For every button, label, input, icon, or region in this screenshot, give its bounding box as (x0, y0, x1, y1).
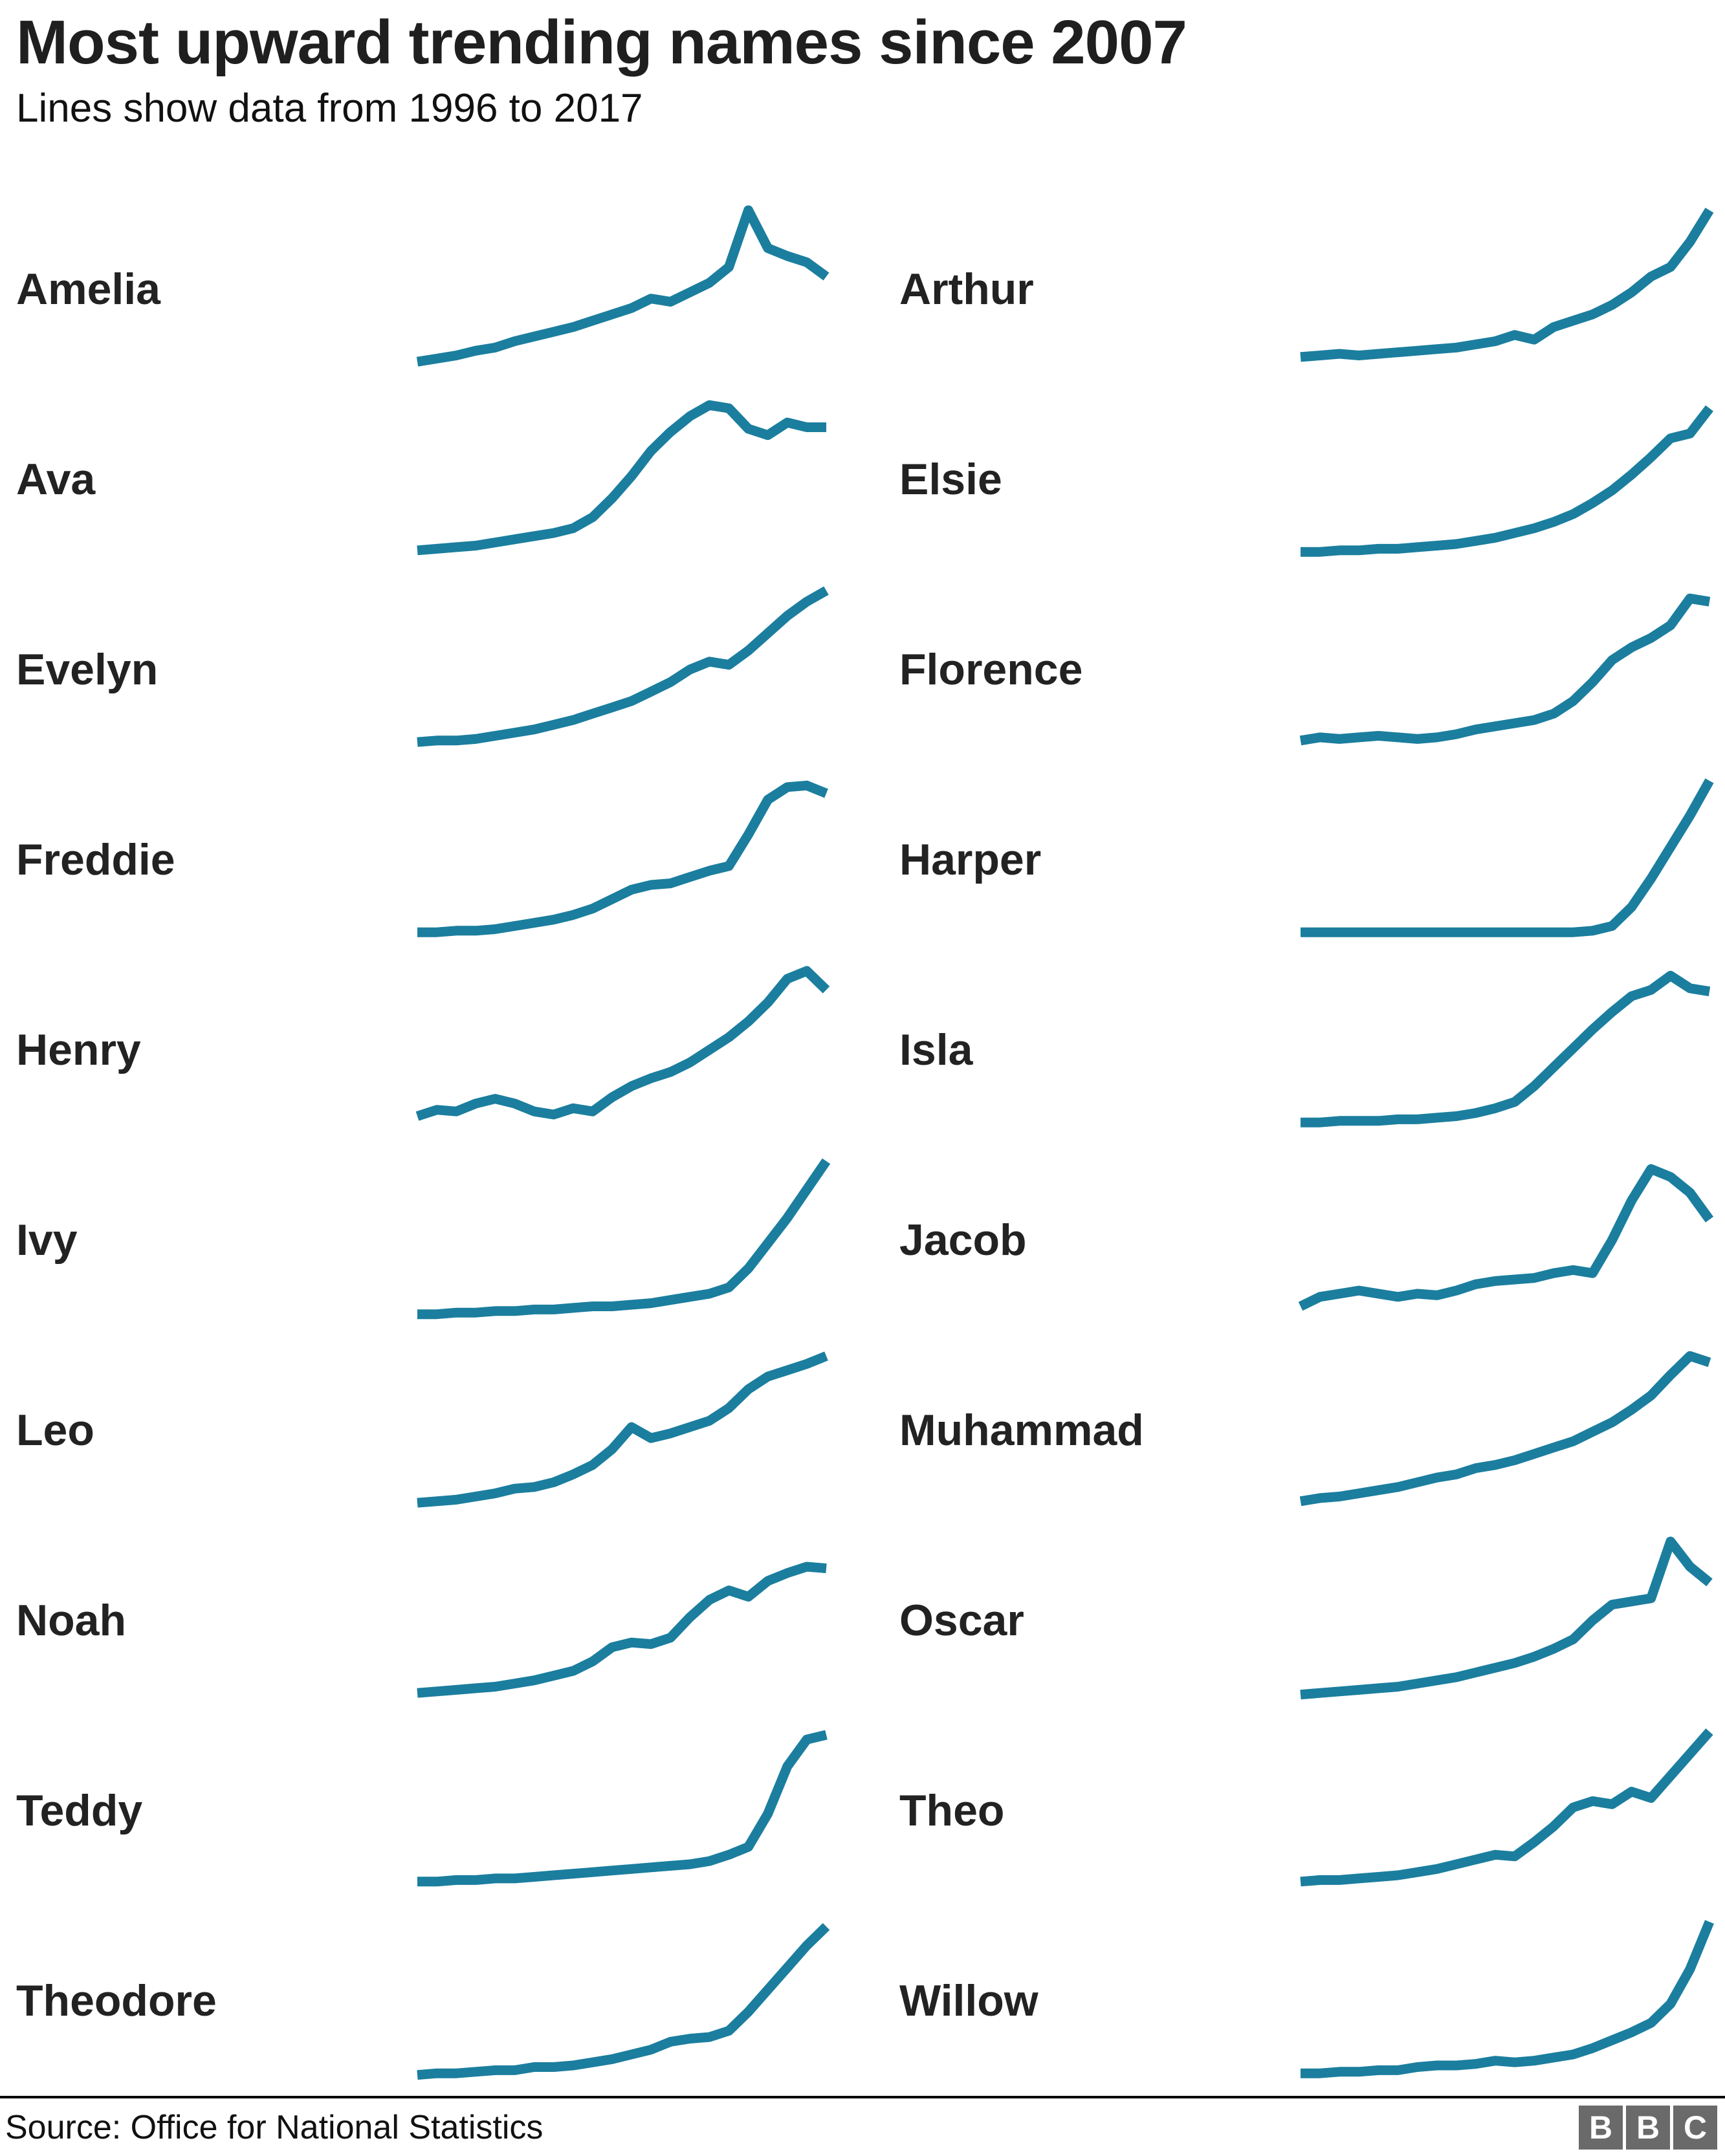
bbc-logo-box: C (1673, 2105, 1717, 2150)
name-label: Evelyn (16, 645, 159, 694)
name-label: Amelia (16, 265, 160, 314)
sparkline-florence (1299, 593, 1711, 746)
name-row: Amelia (0, 194, 862, 384)
name-row: Teddy (0, 1715, 862, 1906)
sparkline-path (1300, 1536, 1713, 1700)
name-row: Isla (862, 955, 1725, 1145)
sparkline-grid: Amelia Arthur Ava Elsie Evelyn Florence Freddi… (0, 194, 1725, 2096)
name-label: Freddie (16, 835, 175, 884)
sparkline-path (417, 1351, 828, 1508)
sparkline-amelia (416, 205, 830, 367)
sparkline-path (1298, 1164, 1714, 1311)
sparkline-harper (1301, 778, 1714, 937)
name-label: Arthur (899, 265, 1034, 314)
footer: Source: Office for National Statistics B… (0, 2096, 1725, 2156)
name-label: Ava (16, 455, 96, 504)
sparkline-willow (1301, 1920, 1714, 2078)
name-row: Henry (0, 955, 862, 1145)
sparkline-path (417, 400, 826, 556)
sparkline-path (417, 1158, 831, 1320)
sparkline-path (417, 780, 828, 937)
sparkline-oscar (1300, 1536, 1713, 1700)
name-row: Willow (862, 1906, 1725, 2096)
name-label: Elsie (899, 455, 1002, 504)
sparkline-muhammad (1299, 1351, 1711, 1507)
sparkline-path (1301, 1920, 1714, 2078)
name-label: Florence (899, 645, 1083, 694)
name-row: Noah (0, 1525, 862, 1715)
sparkline-henry (415, 966, 830, 1121)
name-label: Ivy (16, 1215, 78, 1265)
source-text: Source: Office for National Statistics (5, 2108, 544, 2146)
sparkline-freddie (417, 780, 828, 937)
name-label: Jacob (899, 1215, 1027, 1265)
bbc-letter: C (1683, 2109, 1708, 2146)
sparkline-path (417, 586, 829, 747)
bbc-logo-box: B (1626, 2105, 1670, 2150)
name-row: Florence (862, 574, 1725, 765)
sparkline-path (417, 1562, 827, 1698)
sparkline-path (1299, 593, 1711, 746)
name-label: Willow (899, 1976, 1038, 2025)
name-row: Oscar (862, 1525, 1725, 1715)
sparkline-path (1299, 1351, 1711, 1507)
name-row: Muhammad (862, 1335, 1725, 1525)
name-label: Oscar (899, 1596, 1024, 1645)
sparkline-isla (1301, 970, 1711, 1127)
sparkline-teddy (417, 1730, 828, 1887)
header: Most upward trending names since 2007 Li… (0, 0, 1725, 194)
sparkline-path (1301, 970, 1711, 1127)
page-title: Most upward trending names since 2007 (16, 8, 1187, 77)
name-row: Arthur (862, 194, 1725, 384)
name-row: Evelyn (0, 574, 862, 765)
name-label: Henry (16, 1025, 141, 1074)
name-label: Harper (899, 835, 1042, 884)
sparkline-noah (417, 1562, 827, 1698)
sparkline-path (415, 966, 830, 1121)
sparkline-leo (417, 1351, 828, 1508)
bbc-letter: B (1636, 2109, 1660, 2146)
name-row: Freddie (0, 765, 862, 955)
name-label: Isla (899, 1025, 973, 1074)
sparkline-path (1300, 1728, 1713, 1887)
sparkline-path (416, 205, 830, 367)
sparkline-theo (1300, 1728, 1713, 1887)
name-label: Teddy (16, 1786, 143, 1835)
name-row: Ava (0, 384, 862, 574)
name-row: Ivy (0, 1145, 862, 1335)
sparkline-jacob (1298, 1164, 1714, 1311)
sparkline-path (1300, 208, 1714, 362)
name-row: Elsie (862, 384, 1725, 574)
bbc-logo: B B C (1579, 2105, 1717, 2150)
sparkline-path (1301, 778, 1714, 937)
bbc-letter: B (1588, 2109, 1613, 2146)
name-row: Theo (862, 1715, 1725, 1906)
sparkline-path (417, 1922, 830, 2080)
name-row: Theodore (0, 1906, 862, 2096)
name-label: Noah (16, 1596, 126, 1645)
page-subtitle: Lines show data from 1996 to 2017 (16, 85, 643, 131)
sparkline-evelyn (417, 586, 829, 747)
sparkline-ivy (417, 1158, 831, 1320)
name-label: Muhammad (899, 1406, 1144, 1455)
name-row: Jacob (862, 1145, 1725, 1335)
sparkline-theodore (417, 1922, 830, 2080)
name-row: Harper (862, 765, 1725, 955)
name-label: Theo (899, 1786, 1005, 1835)
bbc-logo-box: B (1579, 2105, 1623, 2150)
sparkline-ava (417, 400, 826, 556)
sparkline-elsie (1301, 405, 1713, 557)
name-label: Leo (16, 1406, 94, 1455)
sparkline-arthur (1300, 208, 1714, 362)
name-label: Theodore (16, 1976, 217, 2025)
name-row: Leo (0, 1335, 862, 1525)
sparkline-path (417, 1730, 828, 1887)
sparkline-path (1301, 405, 1713, 557)
